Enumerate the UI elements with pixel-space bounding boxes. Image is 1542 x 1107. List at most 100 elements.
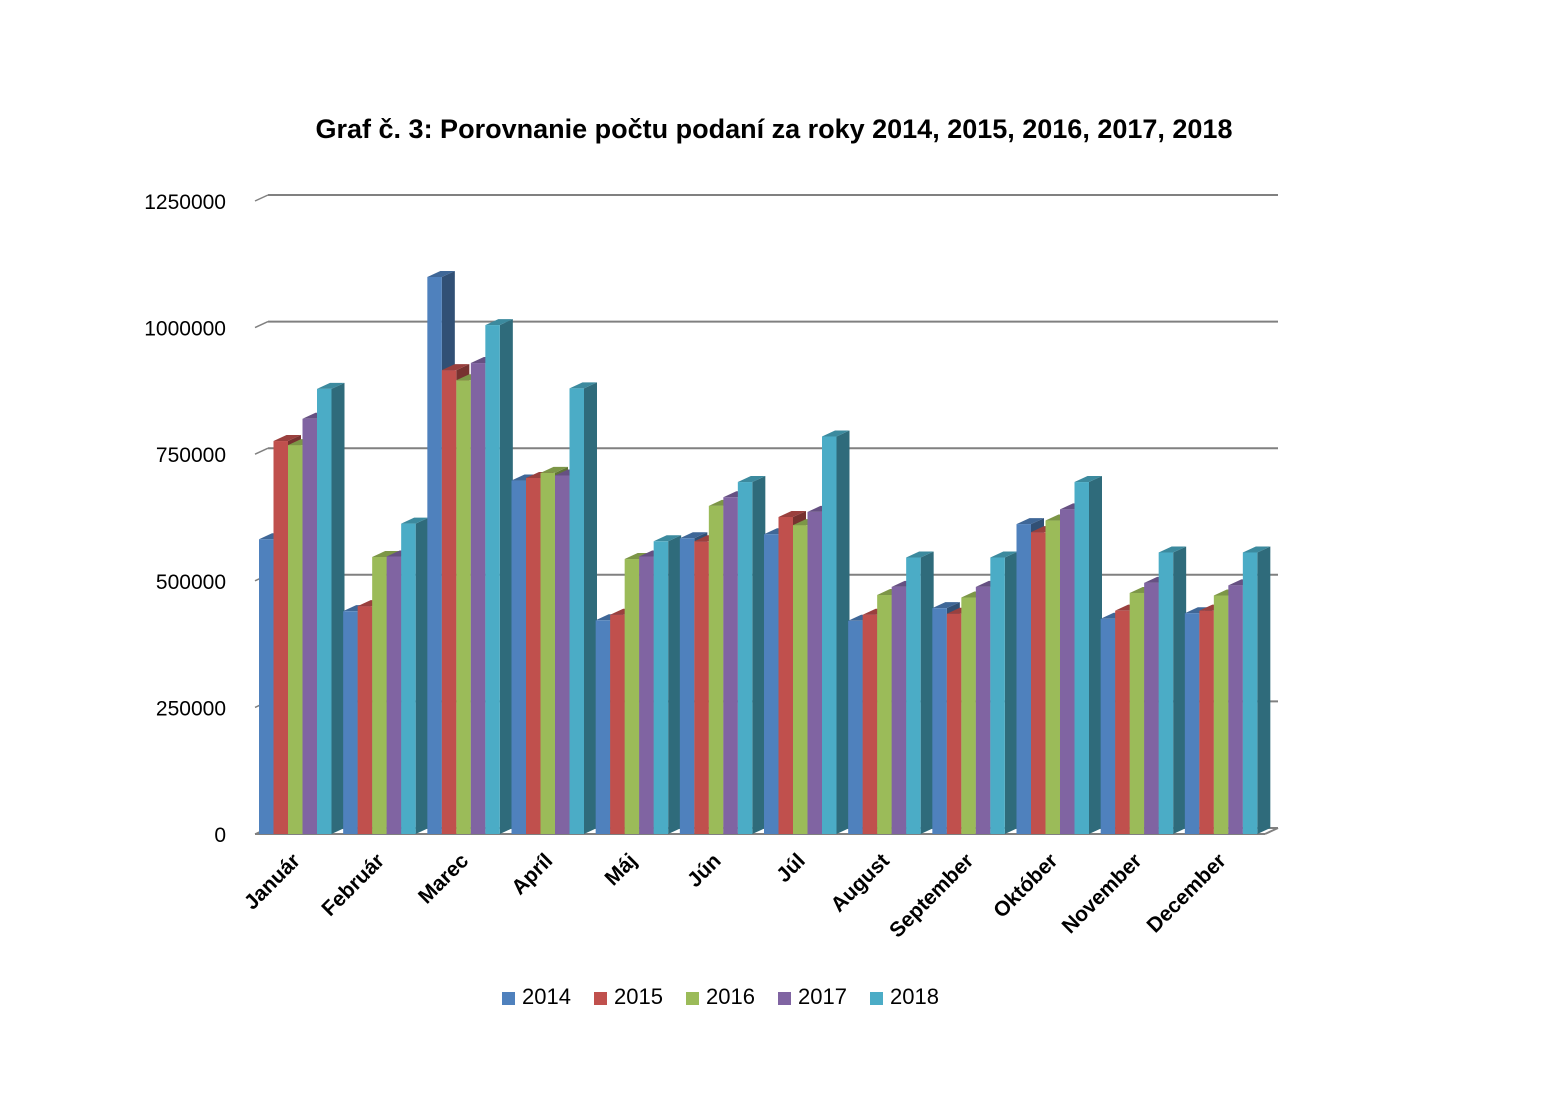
legend-swatch-2017 — [778, 992, 791, 1005]
bar-front — [807, 511, 822, 834]
bar-2018-Február — [401, 517, 429, 834]
bar-2018-November — [1158, 546, 1187, 834]
bar-top — [317, 382, 345, 389]
bar-front — [386, 556, 402, 834]
bar-front — [610, 614, 625, 834]
x-tick-label: Apríl — [507, 849, 557, 899]
bar-top — [990, 551, 1018, 558]
bar-front — [1129, 592, 1145, 834]
gridline-diag — [254, 194, 269, 202]
bar-front — [427, 276, 442, 835]
bar-top — [427, 270, 455, 277]
bar-front — [1016, 524, 1031, 834]
y-tick-label: 250000 — [156, 697, 226, 720]
bar-top — [778, 510, 806, 517]
bar-top — [401, 517, 429, 524]
bar-front — [990, 557, 1005, 834]
bar-front — [639, 556, 654, 834]
bar-front — [1144, 582, 1159, 834]
bar-front — [441, 370, 457, 834]
gridline-diag — [254, 447, 269, 455]
bar-2018-Január — [317, 382, 345, 834]
bar-front — [694, 541, 709, 834]
bar-top — [1242, 546, 1271, 553]
bar-front — [1199, 610, 1214, 834]
bar-front — [1158, 552, 1174, 834]
x-tick-label: November — [1058, 849, 1147, 938]
bar-front — [891, 586, 907, 834]
bar-front — [1060, 509, 1075, 834]
bar-front — [259, 539, 274, 834]
bar-front — [485, 325, 500, 834]
bar-2018-Marec — [485, 319, 513, 834]
bar-front — [1115, 610, 1130, 834]
bar-front — [778, 516, 793, 834]
bar-front — [975, 586, 991, 834]
bar-2018-Apríl — [569, 382, 597, 834]
bar-front — [401, 523, 416, 834]
bar-front — [1074, 482, 1089, 834]
x-tick-label: September — [885, 849, 978, 942]
bar-side — [1257, 546, 1271, 834]
bar-front — [470, 363, 486, 834]
bar-side — [1173, 546, 1187, 834]
bar-front — [555, 475, 570, 834]
bar-front — [595, 620, 611, 834]
y-axis-ticks: 0 250000 500000 750000 1000000 1250000 — [144, 191, 226, 847]
bar-top — [485, 319, 513, 326]
x-tick-label: Máj — [600, 849, 641, 890]
bar-front — [653, 541, 669, 834]
bar-top — [441, 364, 470, 371]
bar-front — [961, 597, 976, 834]
x-tick-label: Január — [240, 849, 305, 914]
chart-title: Graf č. 3: Porovnanie počtu podaní za ro… — [316, 114, 1233, 144]
bar-front — [848, 620, 863, 834]
legend-label-2015: 2015 — [614, 984, 663, 1009]
legend-label-2016: 2016 — [706, 984, 755, 1009]
bar-front — [793, 525, 808, 834]
legend-swatch-2015 — [594, 992, 607, 1005]
bar-2018-September — [990, 551, 1018, 834]
legend-label-2014: 2014 — [522, 984, 571, 1009]
bar-front — [1100, 618, 1116, 834]
y-tick-label: 0 — [214, 824, 226, 847]
bar-side — [920, 551, 934, 834]
bar-side — [331, 382, 345, 834]
legend-label-2017: 2017 — [798, 984, 847, 1009]
bar-front — [1242, 552, 1258, 834]
y-tick-label: 500000 — [156, 571, 226, 594]
bar-top — [1158, 546, 1187, 553]
x-tick-label: August — [827, 849, 894, 916]
x-tick-label: Október — [989, 849, 1062, 922]
bar-front — [822, 436, 837, 834]
bar-front — [288, 445, 303, 834]
bar-top — [569, 382, 597, 389]
x-tick-label: Marec — [414, 849, 473, 908]
bar-front — [906, 557, 921, 834]
bar-top — [653, 535, 682, 542]
bar-front — [343, 611, 358, 834]
legend-swatch-2014 — [502, 992, 515, 1005]
bars — [259, 270, 1271, 835]
bar-front — [357, 606, 373, 834]
bar-2018-Jún — [737, 476, 766, 834]
legend-swatch-2018 — [870, 992, 883, 1005]
bar-top — [737, 476, 766, 483]
bar-2018-August — [906, 551, 934, 834]
bar-side — [752, 476, 766, 834]
x-tick-label: Február — [317, 849, 389, 921]
bar-top — [372, 550, 400, 557]
bar-2018-Máj — [653, 535, 682, 834]
bar-front — [273, 441, 288, 834]
bar-front — [456, 380, 471, 834]
bar-side — [584, 382, 597, 834]
legend-label-2018: 2018 — [890, 984, 939, 1009]
floor-depth — [1264, 827, 1279, 835]
bar-front — [1184, 613, 1200, 834]
bar-front — [317, 388, 332, 834]
bar-2018-Október — [1074, 476, 1102, 834]
bar-front — [932, 608, 947, 834]
bar-side — [499, 319, 513, 834]
bar-top — [1074, 476, 1102, 483]
y-tick-label: 750000 — [156, 444, 226, 467]
